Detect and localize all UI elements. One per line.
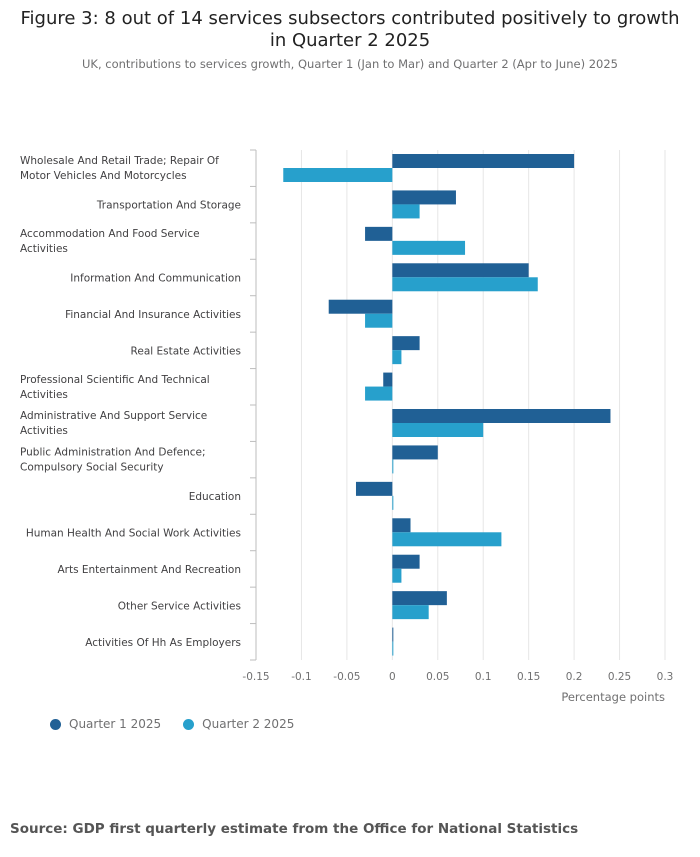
bar-quarter-1[interactable] bbox=[392, 591, 447, 606]
legend-item-q2[interactable]: Quarter 2 2025 bbox=[183, 717, 294, 731]
category-label: Motor Vehicles And Motorcycles bbox=[20, 170, 187, 182]
legend-swatch-q1 bbox=[50, 718, 61, 730]
x-tick-label: 0.05 bbox=[426, 671, 449, 683]
category-label: Human Health And Social Work Activities bbox=[26, 528, 241, 540]
x-tick-label: 0.25 bbox=[608, 671, 631, 683]
category-label: Public Administration And Defence; bbox=[20, 447, 206, 459]
category-label: Activities bbox=[20, 389, 68, 401]
x-tick-label: -0.15 bbox=[242, 671, 269, 683]
bar-quarter-1[interactable] bbox=[328, 299, 393, 314]
bar-quarter-2[interactable] bbox=[392, 641, 394, 656]
category-label: Financial And Insurance Activities bbox=[65, 309, 241, 321]
source-note: Source: GDP first quarterly estimate fro… bbox=[10, 821, 579, 837]
legend-label-q1: Quarter 1 2025 bbox=[69, 717, 162, 731]
x-tick-label: 0.1 bbox=[475, 671, 492, 683]
category-label: Information And Communication bbox=[70, 273, 241, 285]
bar-quarter-2[interactable] bbox=[365, 313, 393, 328]
category-label: Administrative And Support Service bbox=[20, 410, 207, 422]
bar-quarter-2[interactable] bbox=[392, 240, 466, 255]
bar-quarter-1[interactable] bbox=[392, 627, 394, 642]
bar-quarter-2[interactable] bbox=[392, 605, 429, 620]
chart-title: Figure 3: 8 out of 14 services subsector… bbox=[20, 8, 680, 51]
bar-quarter-1[interactable] bbox=[365, 226, 393, 241]
bar-quarter-2[interactable] bbox=[392, 459, 394, 474]
x-tick-label: -0.05 bbox=[333, 671, 360, 683]
chart-subtitle: UK, contributions to services growth, Qu… bbox=[82, 57, 618, 71]
legend-swatch-q2 bbox=[183, 718, 195, 730]
category-label: Arts Entertainment And Recreation bbox=[57, 564, 241, 576]
category-label: Activities bbox=[20, 425, 68, 437]
bar-quarter-1[interactable] bbox=[392, 409, 611, 423]
bar-quarter-1[interactable] bbox=[355, 481, 393, 496]
bar-quarter-2[interactable] bbox=[392, 350, 402, 365]
category-label: Professional Scientific And Technical bbox=[20, 374, 210, 386]
chart-legend: Quarter 1 2025 Quarter 2 2025 bbox=[50, 717, 316, 731]
category-label: Other Service Activities bbox=[118, 600, 241, 612]
x-tick-label: 0.3 bbox=[657, 671, 674, 683]
bar-quarter-1[interactable] bbox=[392, 518, 411, 533]
category-label: Education bbox=[189, 491, 241, 503]
x-tick-label: -0.1 bbox=[291, 671, 312, 683]
x-tick-label: 0 bbox=[389, 671, 396, 683]
category-label: Wholesale And Retail Trade; Repair Of bbox=[20, 155, 219, 167]
bar-quarter-1[interactable] bbox=[383, 372, 393, 387]
legend-label-q2: Quarter 2 2025 bbox=[202, 717, 295, 731]
bar-quarter-1[interactable] bbox=[392, 445, 438, 460]
bar-quarter-1[interactable] bbox=[392, 554, 420, 569]
bar-quarter-2[interactable] bbox=[392, 568, 402, 583]
bar-quarter-1[interactable] bbox=[392, 190, 456, 205]
category-label: Activities Of Hh As Employers bbox=[85, 637, 241, 649]
bar-quarter-1[interactable] bbox=[392, 336, 420, 351]
bar-quarter-2[interactable] bbox=[365, 386, 393, 401]
category-label: Transportation And Storage bbox=[96, 200, 241, 212]
bar-quarter-1[interactable] bbox=[392, 154, 575, 168]
legend-item-q1[interactable]: Quarter 1 2025 bbox=[50, 717, 161, 731]
x-tick-label: 0.15 bbox=[517, 671, 540, 683]
bar-quarter-2[interactable] bbox=[392, 204, 420, 219]
bar-quarter-2[interactable] bbox=[392, 423, 484, 437]
bar-quarter-2[interactable] bbox=[283, 168, 393, 182]
category-label: Real Estate Activities bbox=[131, 345, 241, 357]
category-label: Compulsory Social Security bbox=[20, 462, 164, 474]
bar-quarter-2[interactable] bbox=[392, 277, 538, 292]
category-label: Activities bbox=[20, 243, 68, 255]
bar-quarter-1[interactable] bbox=[392, 263, 529, 278]
bar-quarter-2[interactable] bbox=[392, 532, 502, 547]
x-tick-label: 0.2 bbox=[566, 671, 583, 683]
x-axis-title: Percentage points bbox=[561, 690, 665, 704]
bar-quarter-2[interactable] bbox=[392, 495, 394, 510]
category-label: Accommodation And Food Service bbox=[20, 228, 200, 240]
